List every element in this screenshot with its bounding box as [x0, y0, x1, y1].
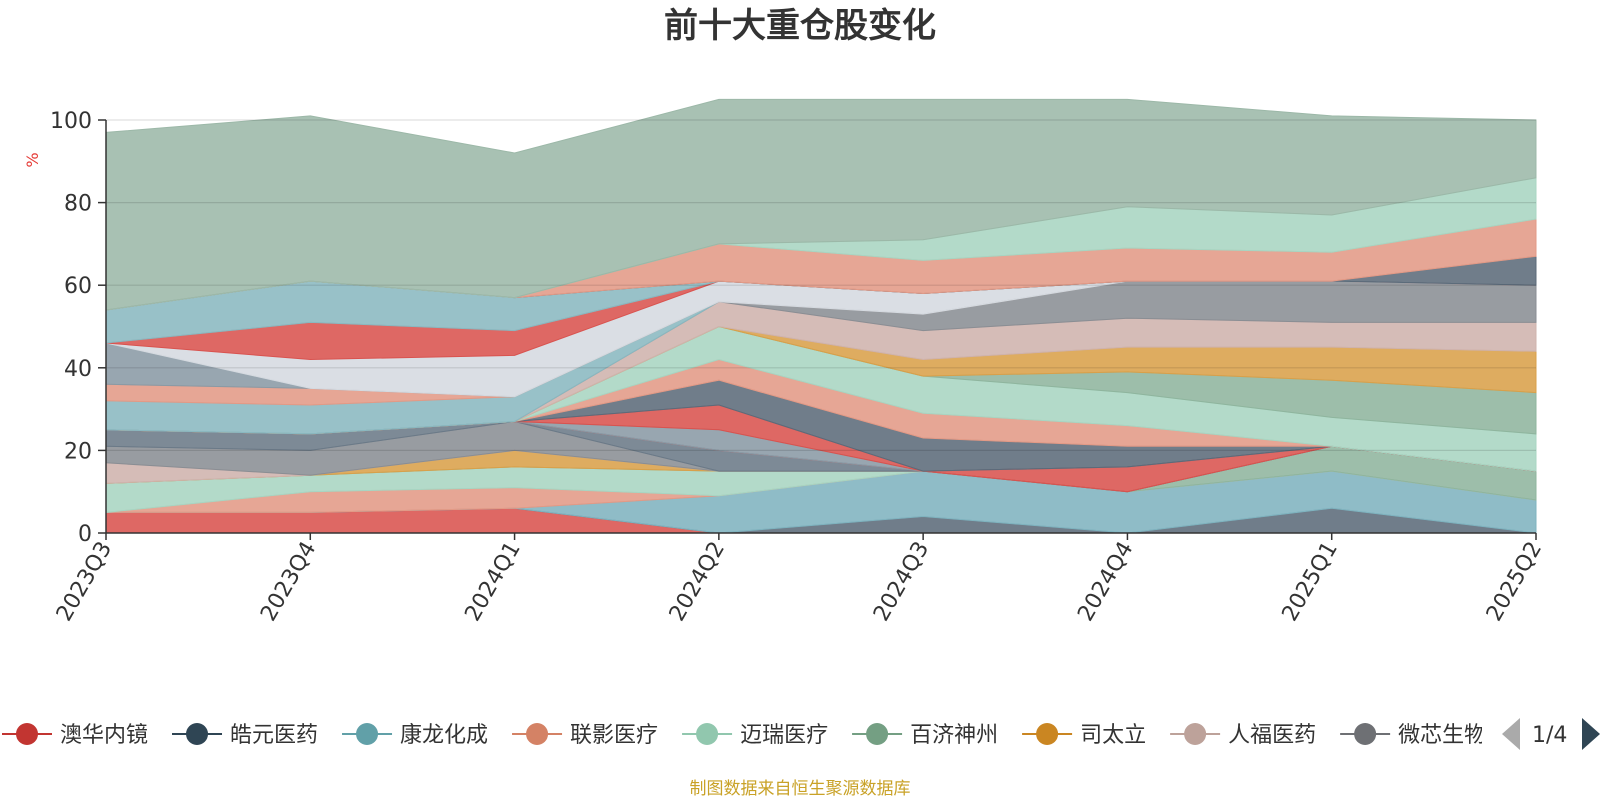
- x-tick-label: 2024Q3: [869, 538, 934, 626]
- legend-item[interactable]: 司太立: [1022, 723, 1146, 748]
- y-axis-label: %: [23, 152, 42, 167]
- legend-label: 康龙化成: [400, 723, 488, 748]
- x-tick-label: 2023Q3: [52, 538, 117, 626]
- y-tick-label: 0: [78, 522, 92, 547]
- x-tick-label: 2023Q4: [256, 538, 321, 626]
- legend-prev-icon[interactable]: [1502, 718, 1520, 750]
- legend-marker: [866, 723, 889, 745]
- legend-next-icon[interactable]: [1582, 718, 1600, 750]
- legend-marker: [1354, 723, 1377, 745]
- legend: 澳华内镜 皓元医药 康龙化成 联影医疗 迈瑞医疗 百济神州 司太立 人福医药 微芯生物 1/4: [2, 718, 1600, 750]
- chart-title: 前十大重仓股变化: [664, 6, 936, 46]
- y-tick-label: 100: [50, 109, 92, 134]
- legend-page-indicator: 1/4: [1532, 723, 1567, 748]
- legend-item[interactable]: 微芯生物: [1340, 723, 1486, 748]
- y-tick-label: 40: [64, 357, 92, 382]
- legend-marker: [186, 723, 209, 745]
- y-tick-label: 80: [64, 192, 92, 217]
- legend-label: 司太立: [1080, 723, 1146, 748]
- x-tick-label: 2025Q2: [1482, 538, 1547, 626]
- grid-lines: [106, 119, 1536, 451]
- legend-label: 微芯生物: [1398, 723, 1486, 748]
- x-tick-label: 2024Q1: [460, 538, 525, 626]
- source-note: 制图数据来自恒生聚源数据库: [690, 779, 911, 799]
- legend-label: 联影医疗: [570, 723, 658, 748]
- legend-label: 迈瑞医疗: [740, 723, 828, 748]
- legend-label: 澳华内镜: [60, 723, 148, 748]
- legend-marker: [356, 723, 379, 745]
- legend-marker: [16, 723, 38, 745]
- x-tick-label: 2024Q2: [665, 538, 730, 626]
- y-tick-label: 20: [64, 439, 92, 464]
- area-series-30: [105, 98, 1537, 311]
- legend-item[interactable]: 澳华内镜: [2, 723, 148, 748]
- legend-item[interactable]: 联影医疗: [512, 723, 658, 748]
- legend-marker: [1036, 723, 1059, 745]
- legend-marker: [526, 723, 549, 745]
- legend-item[interactable]: 人福医药: [1170, 723, 1316, 748]
- x-tick-label: 2025Q1: [1278, 538, 1343, 626]
- legend-item[interactable]: 百济神州: [852, 723, 998, 748]
- legend-item[interactable]: 迈瑞医疗: [682, 723, 828, 748]
- area-layers: [105, 98, 1537, 534]
- legend-marker: [1184, 723, 1207, 745]
- legend-label: 皓元医药: [230, 723, 318, 748]
- legend-marker: [696, 723, 719, 745]
- legend-label: 百济神州: [910, 723, 998, 748]
- legend-label: 人福医药: [1228, 723, 1316, 748]
- y-tick-label: 60: [64, 274, 92, 299]
- legend-item[interactable]: 康龙化成: [342, 723, 488, 748]
- legend-items: 澳华内镜 皓元医药 康龙化成 联影医疗 迈瑞医疗 百济神州 司太立 人福医药 微芯生物: [2, 723, 1486, 748]
- x-tick-label: 2024Q4: [1073, 538, 1138, 626]
- legend-item[interactable]: 皓元医药: [172, 723, 318, 748]
